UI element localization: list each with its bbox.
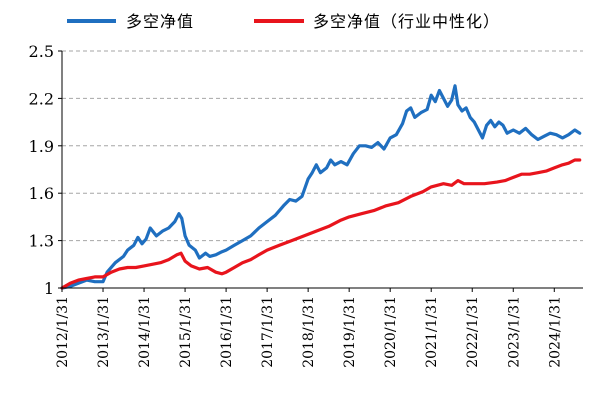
series-line-2	[60, 158, 582, 290]
x-tick-label-1: 2013/1/31	[96, 296, 112, 368]
y-tick-label-1: 1.3	[29, 232, 54, 251]
x-tick-labels: 2012/1/31 2013/1/31 2014/1/31 2015/1/31 2016…	[55, 296, 563, 368]
x-tick-label-8: 2020/1/31	[383, 296, 399, 368]
x-tick-label-3: 2015/1/31	[178, 296, 194, 368]
x-tick-label-11: 2023/1/31	[506, 296, 522, 368]
gridlines	[62, 50, 583, 242]
y-tick-label-0: 1	[44, 279, 54, 298]
axes	[58, 50, 583, 292]
x-tick-label-4: 2016/1/31	[219, 296, 235, 368]
y-tick-labels: 1 1.3 1.6 1.9 2.2 2.5	[29, 42, 54, 298]
x-tick-label-12: 2024/1/31	[547, 296, 563, 368]
legend: 多空净值 多空净值（行业中性化）	[67, 12, 500, 31]
legend-label-series-2: 多空净值（行业中性化）	[313, 12, 500, 31]
x-tick-label-9: 2021/1/31	[424, 296, 440, 368]
y-tick-label-4: 2.2	[29, 89, 54, 108]
y-tick-label-2: 1.6	[29, 184, 54, 203]
x-tick-label-6: 2018/1/31	[301, 296, 317, 368]
y-tick-label-3: 1.9	[29, 137, 54, 156]
x-tick-label-5: 2017/1/31	[260, 296, 276, 368]
legend-label-series-1: 多空净值	[126, 12, 194, 31]
y-tick-label-5: 2.5	[29, 42, 54, 61]
series-lines	[60, 84, 582, 290]
x-tick-label-7: 2019/1/31	[342, 296, 358, 368]
series-line-1	[60, 84, 582, 290]
x-tick-label-2: 2014/1/31	[137, 296, 153, 368]
x-tick-label-10: 2022/1/31	[465, 296, 481, 368]
x-tick-label-0: 2012/1/31	[55, 296, 71, 368]
